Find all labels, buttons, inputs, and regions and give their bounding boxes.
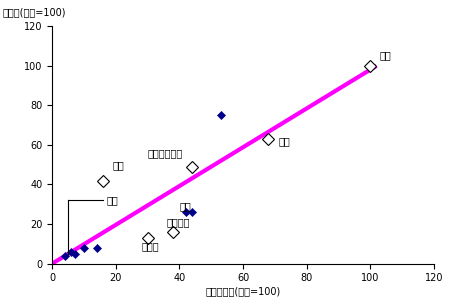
Text: シンガポール: シンガポール	[148, 148, 183, 158]
Text: メキシコ: メキシコ	[167, 217, 190, 227]
Text: トルコ: トルコ	[141, 241, 159, 251]
X-axis label: 労働生産性(米国=100): 労働生産性(米国=100)	[205, 286, 281, 296]
Text: 賃金率(米国=100): 賃金率(米国=100)	[3, 7, 66, 17]
Text: 台湾: 台湾	[112, 160, 125, 170]
Text: 日本: 日本	[278, 136, 290, 146]
Text: 中国: 中国	[106, 195, 118, 205]
Text: 米国: 米国	[380, 50, 392, 60]
Text: 韓国: 韓国	[180, 201, 191, 211]
